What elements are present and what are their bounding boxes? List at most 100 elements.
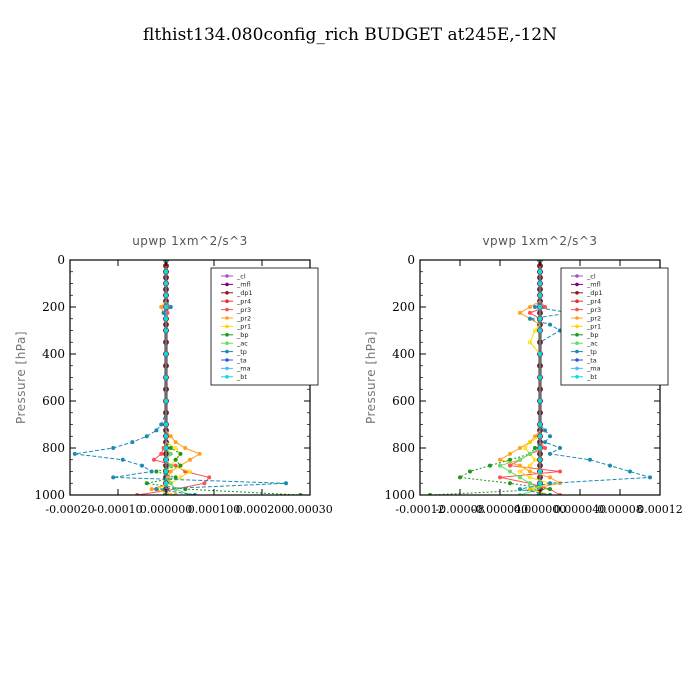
data-point: [528, 451, 533, 456]
data-point: [163, 398, 168, 403]
y-tick-label: 400: [392, 347, 415, 361]
x-tick-label: -0.00020: [45, 503, 94, 516]
x-tick-label: 0.000000: [140, 503, 193, 516]
data-point: [163, 434, 168, 439]
data-point: [154, 428, 159, 433]
legend-swatch-marker: [575, 358, 579, 362]
data-point: [558, 445, 563, 450]
data-point: [163, 469, 168, 474]
data-point: [163, 293, 168, 298]
data-point: [538, 328, 543, 333]
legend-swatch-marker: [575, 274, 579, 278]
legend-label: _cl: [586, 272, 596, 280]
legend-label: _mfl: [236, 281, 251, 289]
legend-label: _dp1: [236, 289, 253, 297]
legend-label: _tp: [586, 348, 597, 356]
data-point: [173, 475, 178, 480]
series-line-ac: [165, 260, 191, 495]
data-point: [497, 457, 502, 462]
legend-label: _ta: [586, 356, 597, 364]
legend-swatch-marker: [225, 307, 229, 312]
legend-swatch-marker: [575, 316, 579, 320]
legend-swatch-marker: [225, 324, 229, 329]
series-line-pr1: [519, 260, 552, 495]
legend-label: _dp1: [586, 289, 603, 297]
data-point: [538, 316, 543, 321]
legend-label: _pr4: [586, 298, 601, 306]
data-point: [548, 481, 553, 486]
x-tick-label: -0.00008: [435, 503, 484, 516]
data-point: [538, 469, 543, 474]
data-point: [168, 445, 173, 450]
legend-swatch-marker: [575, 282, 579, 287]
plot-area: [428, 260, 653, 495]
legend-label: _tp: [236, 348, 247, 356]
legend-label: _cl: [236, 272, 246, 280]
legend-swatch-marker: [575, 349, 579, 354]
legend-swatch-marker: [225, 349, 229, 354]
data-point: [538, 398, 543, 403]
legend-swatch-marker: [225, 274, 229, 278]
data-point: [523, 445, 528, 450]
y-tick-label: 800: [392, 441, 415, 455]
legend-label: _pr3: [236, 306, 251, 314]
legend-label: _bt: [586, 373, 597, 381]
legend-label: _bt: [236, 373, 247, 381]
data-point: [183, 445, 188, 450]
data-point: [178, 451, 183, 456]
legend-label: _pr4: [236, 298, 251, 306]
data-point: [111, 445, 116, 450]
legend-label: _pr2: [236, 314, 251, 322]
legend-swatch-marker: [575, 291, 579, 295]
data-point: [543, 304, 548, 309]
x-tick-label: -0.00012: [395, 503, 444, 516]
x-tick-label: 0.000000: [514, 503, 567, 516]
data-point: [533, 457, 538, 462]
legend-swatch-marker: [575, 324, 579, 329]
legend-label: _bp: [586, 331, 599, 339]
data-point: [168, 434, 173, 439]
data-point: [538, 281, 543, 286]
data-point: [518, 457, 523, 462]
legend-label: _ta: [236, 356, 247, 364]
data-point: [507, 457, 512, 462]
data-point: [168, 451, 173, 456]
data-point: [507, 481, 512, 486]
data-point: [528, 304, 533, 309]
data-point: [457, 475, 462, 480]
legend-label: _ma: [586, 365, 601, 373]
figure-title: flthist134.080config_rich BUDGET at245E,…: [143, 25, 557, 45]
legend: _cl_mfl_dp1_pr4_pr3_pr2_pr1_bp_ac_tp_ta_…: [560, 267, 669, 386]
data-point: [518, 310, 523, 315]
data-point: [588, 457, 593, 462]
data-point: [518, 469, 523, 474]
data-point: [163, 328, 168, 333]
data-point: [187, 457, 192, 462]
legend-swatch-marker: [225, 333, 229, 337]
data-point: [173, 440, 178, 445]
legend-swatch-marker: [225, 291, 229, 295]
data-point: [497, 475, 502, 480]
y-tick-label: 0: [407, 253, 415, 267]
data-point: [548, 451, 553, 456]
data-point: [507, 469, 512, 474]
y-tick-label: 800: [42, 441, 65, 455]
data-point: [497, 463, 502, 468]
data-point: [538, 422, 543, 427]
data-point: [528, 469, 533, 474]
x-tick-label: -0.000040: [472, 503, 528, 516]
series-line-pr1: [155, 260, 192, 495]
x-tick-label: 0.000200: [236, 503, 289, 516]
data-point: [487, 463, 492, 468]
data-point: [548, 487, 553, 492]
data-point: [467, 469, 472, 474]
legend-swatch-marker: [575, 341, 579, 346]
data-point: [528, 463, 533, 468]
data-point: [154, 487, 159, 492]
legend-swatch-marker: [575, 366, 579, 371]
legend-label: _pr1: [586, 323, 601, 331]
data-point: [518, 487, 523, 492]
data-point: [168, 463, 173, 468]
data-point: [538, 351, 543, 356]
